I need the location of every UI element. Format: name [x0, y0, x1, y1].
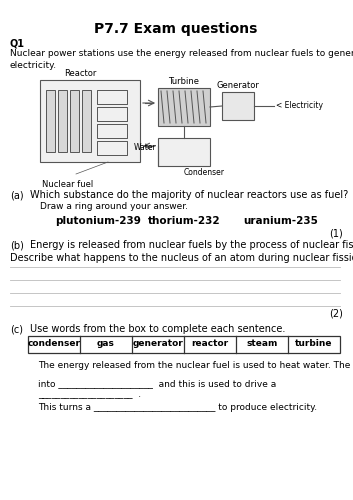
Bar	[70, 90, 79, 152]
Bar	[222, 92, 254, 120]
Text: generator: generator	[133, 340, 183, 348]
Text: (a): (a)	[10, 190, 24, 200]
Text: reactor: reactor	[191, 340, 228, 348]
Text: Describe what happens to the nucleus of an atom during nuclear fission.: Describe what happens to the nucleus of …	[10, 253, 353, 263]
Text: P7.7 Exam questions: P7.7 Exam questions	[94, 22, 258, 36]
Text: plutonium-239: plutonium-239	[55, 216, 141, 226]
Bar	[97, 141, 127, 155]
Text: Q1: Q1	[10, 38, 25, 48]
Text: uranium-235: uranium-235	[243, 216, 318, 226]
Text: (1): (1)	[329, 228, 343, 238]
Text: gas: gas	[97, 340, 115, 348]
Bar	[158, 88, 210, 126]
Bar	[97, 107, 127, 121]
Text: _____________________  .: _____________________ .	[38, 390, 141, 399]
Bar	[97, 124, 127, 138]
Bar	[158, 138, 210, 166]
Text: (b): (b)	[10, 240, 24, 250]
Text: condenser: condenser	[28, 340, 80, 348]
Bar	[28, 336, 340, 353]
Text: Nuclear fuel: Nuclear fuel	[42, 180, 94, 189]
Text: This turns a ___________________________ to produce electricity.: This turns a ___________________________…	[38, 403, 317, 412]
Text: The energy released from the nuclear fuel is used to heat water. The water turns: The energy released from the nuclear fue…	[38, 361, 353, 370]
Text: (c): (c)	[10, 324, 23, 334]
Text: < Electricity: < Electricity	[276, 102, 323, 110]
Text: Which substance do the majority of nuclear reactors use as fuel?: Which substance do the majority of nucle…	[30, 190, 348, 200]
Text: Energy is released from nuclear fuels by the process of nuclear fission.: Energy is released from nuclear fuels by…	[30, 240, 353, 250]
Bar	[46, 90, 55, 152]
Bar	[97, 90, 127, 104]
Text: (2): (2)	[329, 308, 343, 318]
Bar	[82, 90, 91, 152]
Text: turbine: turbine	[295, 340, 333, 348]
Text: Generator: Generator	[216, 81, 259, 90]
Text: Draw a ring around your answer.: Draw a ring around your answer.	[40, 202, 188, 211]
Text: Nuclear power stations use the energy released from nuclear fuels to generate
el: Nuclear power stations use the energy re…	[10, 49, 353, 70]
Text: steam: steam	[246, 340, 278, 348]
Bar	[58, 90, 67, 152]
Bar	[40, 80, 140, 162]
Text: thorium-232: thorium-232	[148, 216, 221, 226]
Text: Water: Water	[133, 143, 156, 152]
Text: Use words from the box to complete each sentence.: Use words from the box to complete each …	[30, 324, 285, 334]
Text: Turbine: Turbine	[168, 77, 199, 86]
Text: Condenser: Condenser	[184, 168, 225, 177]
Text: into _____________________  and this is used to drive a: into _____________________ and this is u…	[38, 379, 276, 388]
Text: Reactor: Reactor	[64, 69, 96, 78]
